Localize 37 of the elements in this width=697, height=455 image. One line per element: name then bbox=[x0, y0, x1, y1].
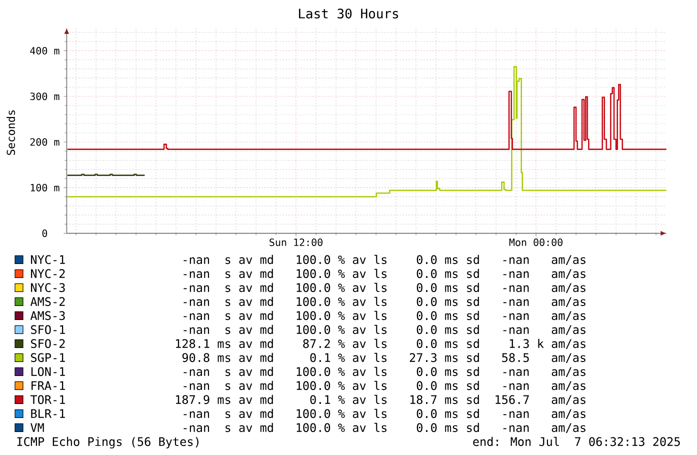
legend-label: TOR-1 bbox=[30, 395, 65, 404]
legend-label: BLR-1 bbox=[31, 409, 65, 418]
text: -nan s av md 100.0 % av ls 0.0 ms sd -nan am/as bbox=[184, 380, 586, 391]
legend-label: SGP-1 bbox=[30, 353, 65, 362]
legend-label: FRA-1 bbox=[32, 381, 65, 390]
text: -nan s av md 100.0 % av ls 0.0 ms sd -nan am/as bbox=[184, 268, 586, 279]
y-tick-label: 300 m bbox=[30, 92, 60, 100]
legend-label: NYC-1 bbox=[30, 255, 65, 264]
y-axis-title: Seconds bbox=[6, 110, 16, 155]
text: ICMP Echo Pings (56 Bytes) bbox=[17, 436, 198, 448]
y-tick-label: 400 m bbox=[30, 46, 60, 54]
text: 128.1 ms av md 87.2 % av ls 0.0 ms sd 1.3 k am/as bbox=[176, 338, 586, 349]
text: -nan s av md 100.0 % av ls 0.0 ms sd -nan am/as bbox=[184, 296, 586, 307]
text: -nan s av md 100.0 % av ls 0.0 ms sd -nan am/as bbox=[184, 408, 586, 419]
text: end: Mon Jul 7 06:32:13 2025 bbox=[473, 436, 680, 446]
y-tick-label: 200 m bbox=[30, 138, 60, 146]
legend-label: AMS-3 bbox=[30, 311, 65, 320]
text: -nan s av md 100.0 % av ls 0.0 ms sd -nan am/as bbox=[184, 254, 586, 265]
x-tick-label: Sun 12:00 bbox=[270, 238, 322, 246]
y-tick-label: 100 m bbox=[30, 184, 60, 192]
text: 90.8 ms av md 0.1 % av ls 27.3 ms sd 58.5 am/as bbox=[182, 352, 586, 363]
legend-label: NYC-2 bbox=[30, 269, 65, 278]
y-tick-label: 0 bbox=[42, 230, 48, 238]
legend-label: NYC-3 bbox=[30, 283, 65, 292]
legend-label: LON-1 bbox=[31, 367, 65, 376]
text: -nan s av md 100.0 % av ls 0.0 ms sd -nan am/as bbox=[184, 310, 586, 321]
chart-title: Last 30 Hours bbox=[298, 8, 398, 18]
legend-label: SFO-2 bbox=[30, 339, 65, 348]
text: -nan s av md 100.0 % av ls 0.0 ms sd -nan am/as bbox=[184, 422, 586, 433]
text: -nan s av md 100.0 % av ls 0.0 ms sd -nan am/as bbox=[184, 366, 586, 377]
legend-label: VM bbox=[30, 423, 44, 432]
legend-label: AMS-2 bbox=[30, 297, 65, 306]
text: -nan s av md 100.0 % av ls 0.0 ms sd -nan am/as bbox=[184, 282, 586, 293]
text: -nan s av md 100.0 % av ls 0.0 ms sd -nan am/as bbox=[184, 324, 586, 335]
text: 187.9 ms av md 0.1 % av ls 18.7 ms sd 156.7 am/as bbox=[176, 394, 586, 405]
legend-label: SFO-1 bbox=[30, 325, 65, 334]
x-tick-label: Mon 00:00 bbox=[509, 238, 562, 246]
